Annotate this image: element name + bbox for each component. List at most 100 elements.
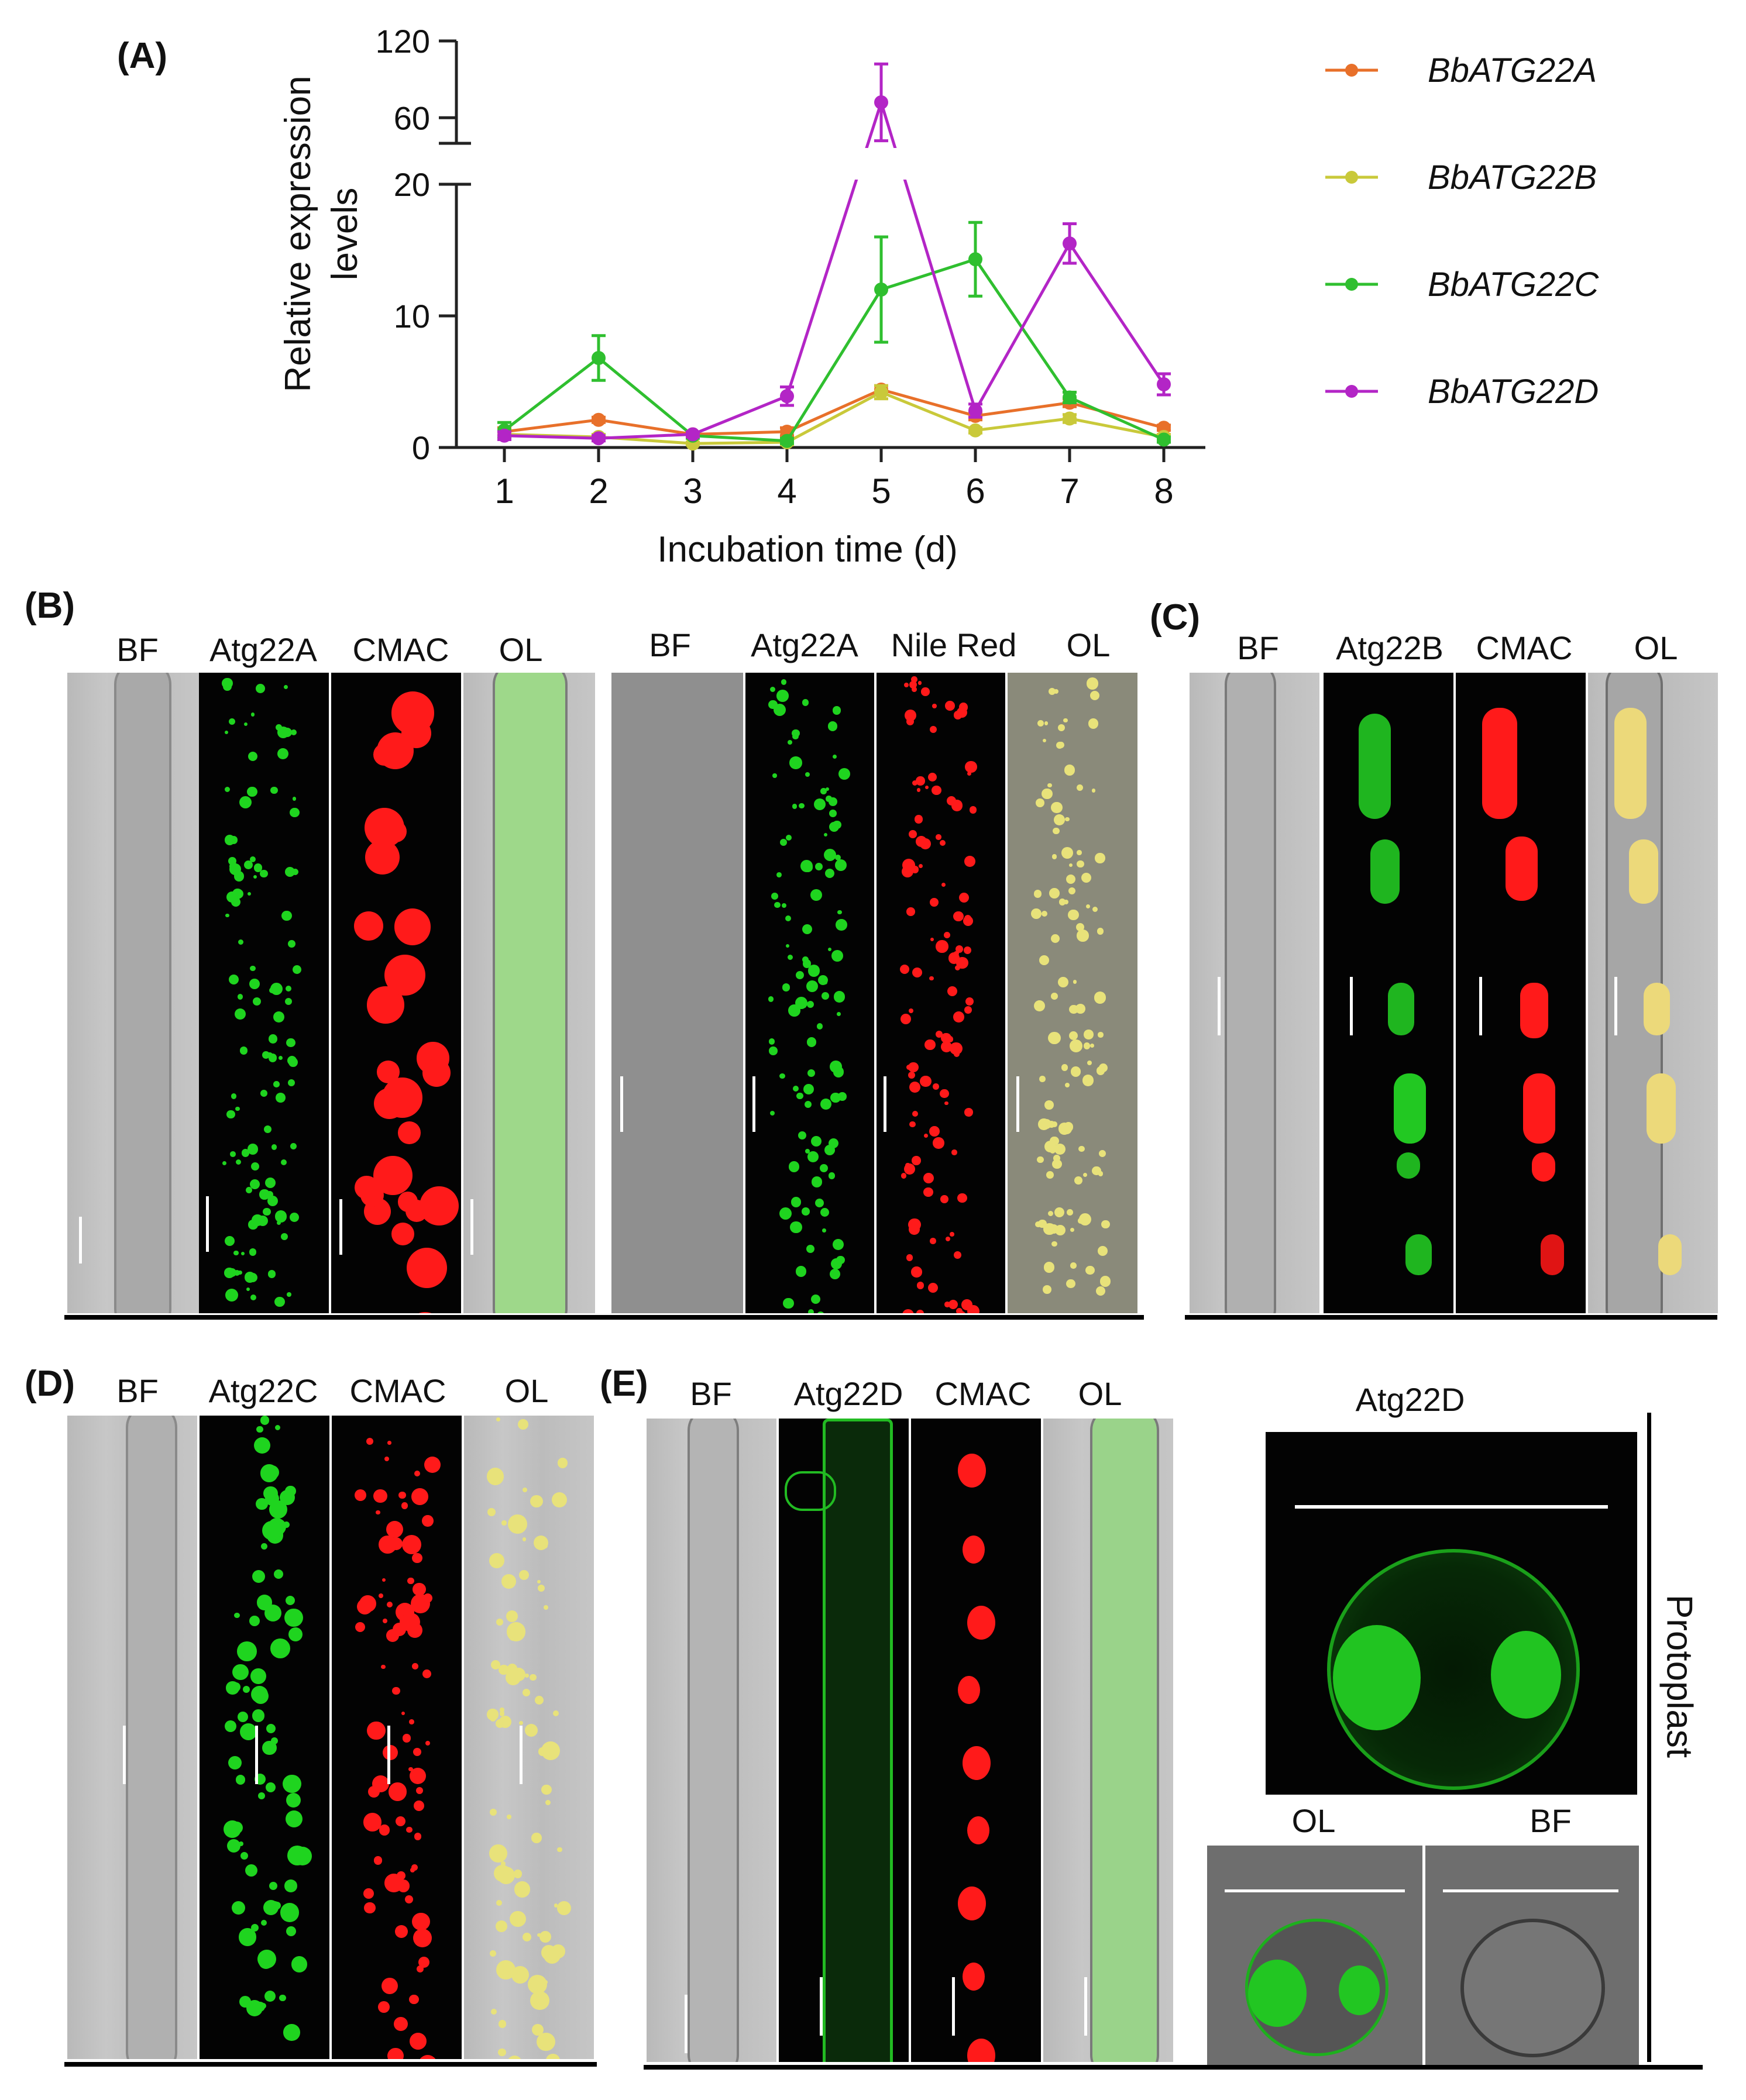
fluorescent-spot: [927, 1282, 938, 1293]
fluorescent-spot: [266, 1724, 276, 1734]
fluorescent-spot: [1057, 724, 1066, 732]
fluorescent-spot: [250, 1179, 260, 1190]
fluorescent-spot: [1063, 718, 1068, 723]
fluorescent-spot: [408, 1311, 442, 1313]
fluorescent-spot: [527, 1974, 547, 1994]
fluorescent-spot: [271, 1737, 279, 1745]
fluorescent-spot: [513, 1870, 523, 1879]
fluorescent-spot: [291, 1956, 308, 1972]
fluorescent-spot: [247, 786, 257, 797]
fluorescent-spot: [239, 796, 252, 808]
fluorescent-spot: [826, 796, 832, 802]
b1-cmac-header: CMAC: [352, 631, 449, 668]
fluorescent-spot: [224, 1236, 235, 1247]
fluorescent-spot: [1054, 1207, 1064, 1217]
fluorescent-spot: [912, 687, 917, 693]
fluorescent-spot: [924, 786, 929, 790]
fluorescent-spot: [1043, 739, 1047, 743]
fluorescent-spot: [501, 1520, 507, 1526]
fluorescent-spot: [551, 1492, 567, 1507]
fluorescent-spot: [273, 1011, 285, 1023]
fluorescent-spot: [1037, 1156, 1044, 1163]
fluorescent-spot: [364, 808, 404, 848]
fluorescent-spot: [1067, 1209, 1073, 1216]
fluorescent-spot: [806, 1000, 814, 1008]
fluorescent-spot: [490, 1660, 500, 1669]
fluorescent-spot: [824, 848, 837, 861]
fluorescent-spot: [908, 1008, 913, 1014]
fluorescent-spot: [382, 1077, 422, 1118]
fluorescent-spot: [525, 1674, 529, 1678]
fluorescent-spot: [254, 863, 263, 872]
fluorescent-spot: [541, 1785, 552, 1795]
fluorescent-spot: [537, 1933, 541, 1937]
fluorescent-spot: [288, 1079, 295, 1086]
legend-marker: [1345, 64, 1358, 77]
b2-bf-image: [611, 673, 743, 1313]
fluorescent-spot: [803, 1084, 814, 1095]
fluorescent-spot: [496, 1899, 502, 1906]
fluorescent-spot: [541, 1741, 560, 1760]
data-point: [1063, 411, 1077, 426]
fluorescent-spot: [1101, 1220, 1110, 1229]
fluorescent-spot: [1068, 909, 1079, 921]
fluorescent-spot: [501, 1574, 516, 1589]
fluorescent-spot: [233, 1250, 239, 1256]
fluorescent-spot: [421, 1515, 434, 1527]
d-ol-image: [464, 1416, 594, 2059]
legend-marker: [1345, 278, 1358, 291]
d-bf-header: BF: [116, 1372, 159, 1409]
fluorescent-spot: [522, 1933, 531, 1942]
fluorescent-spot: [259, 869, 268, 878]
fluorescent-spot: [911, 866, 919, 873]
x-tick-label: 5: [871, 471, 891, 511]
fluorescent-spot: [287, 1846, 307, 1866]
d-baseline: [64, 2062, 597, 2067]
x-tick-label: 1: [494, 471, 514, 511]
fluorescent-spot: [819, 1163, 828, 1172]
fluorescent-spot: [388, 1782, 407, 1801]
fluorescent-spot: [257, 1950, 276, 1969]
fluorescent-spot: [507, 1815, 511, 1819]
fluorescent-spot: [906, 907, 915, 916]
legend-label: BbATG22D: [1428, 373, 1599, 411]
fluorescent-spot: [286, 1595, 295, 1605]
fluorescent-spot: [363, 1888, 374, 1899]
fluorescent-spot: [969, 806, 977, 814]
fluorescent-spot: [1094, 992, 1106, 1004]
fluorescent-spot: [1053, 688, 1059, 694]
fluorescent-spot: [1086, 904, 1091, 909]
fluorescent-spot: [489, 1553, 504, 1569]
fluorescent-spot: [273, 1080, 280, 1087]
fluorescent-spot: [523, 1689, 530, 1697]
fluorescent-spot: [398, 1121, 421, 1144]
fluorescent-spot: [240, 1251, 245, 1255]
fluorescent-spot: [916, 776, 925, 786]
d-ol-header: OL: [504, 1372, 549, 1409]
fluorescent-spot: [408, 1250, 442, 1283]
fluorescent-spot: [256, 1426, 263, 1433]
fluorescent-spot: [963, 915, 973, 926]
fluorescent-spot: [545, 1799, 551, 1806]
fluorescent-spot: [947, 986, 958, 997]
fluorescent-spot: [246, 2000, 263, 2017]
fluorescent-spot: [825, 787, 830, 791]
fluorescent-spot: [411, 1912, 430, 1931]
fluorescent-spot: [929, 898, 939, 907]
legend-label: BbATG22B: [1428, 159, 1597, 197]
fluorescent-spot: [789, 756, 802, 769]
fluorescent-spot: [290, 1142, 297, 1149]
fluorescent-spot: [235, 1106, 240, 1111]
fluorescent-spot: [270, 1638, 290, 1658]
fluorescent-spot: [792, 804, 798, 809]
fluorescent-spot: [286, 1793, 301, 1808]
data-point: [497, 428, 511, 443]
fluorescent-spot: [246, 1186, 253, 1193]
fluorescent-spot: [798, 803, 805, 809]
fluorescent-spot: [406, 1826, 413, 1833]
fluorescent-spot: [224, 730, 228, 735]
fluorescent-spot: [958, 703, 968, 712]
fluorescent-spot: [1092, 1166, 1101, 1176]
fluorescent-spot: [269, 1881, 278, 1891]
fluorescent-spot: [940, 1041, 952, 1053]
